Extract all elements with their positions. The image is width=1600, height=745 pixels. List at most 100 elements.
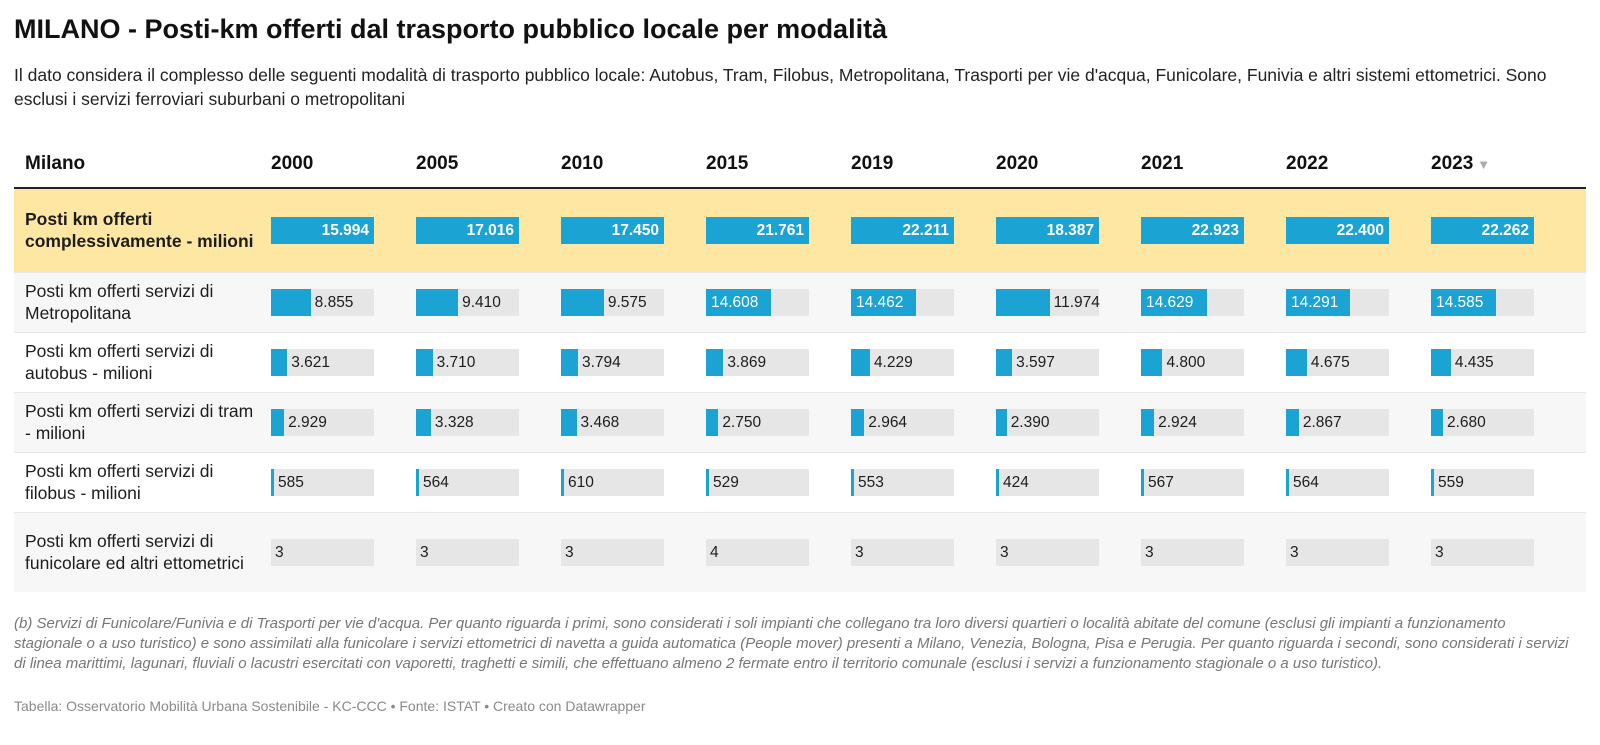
table-cell: 14.608 [706,271,851,332]
table-cell: 3.710 [416,331,561,392]
bar-value-label: 9.410 [462,293,501,311]
bar-track: 17.450 [561,216,664,244]
bar-fill [561,348,578,376]
bar-value-label: 14.585 [1436,293,1484,311]
row-label: Posti km offerti servizi di filobus - mi… [14,451,271,512]
bar-track: 11.974 [996,288,1100,316]
table-cell: 3 [996,511,1141,592]
bar-value-label: 529 [713,473,739,491]
table-cell: 3.468 [561,391,706,452]
table-cell: 2.680 [1431,391,1586,452]
bar-fill [561,408,577,436]
column-header-milano[interactable]: Milano [14,140,271,189]
table-cell: 22.923 [1141,188,1286,272]
table-cell: 4.675 [1286,331,1431,392]
column-header-year[interactable]: 2020 [996,140,1141,189]
table-row: Posti km offerti servizi di tram - milio… [14,391,1586,452]
table-cell: 3.621 [271,331,416,392]
bar-value-label: 11.974 [1053,293,1100,311]
bar-value-label: 424 [1003,473,1029,491]
column-header-year[interactable]: 2021 [1141,140,1286,189]
bar-fill [851,216,954,244]
bar-fill [1286,408,1299,436]
bar-track: 529 [706,468,809,496]
bar-track: 3.621 [271,348,374,376]
table-row: Posti km offerti servizi di filobus - mi… [14,451,1586,512]
bar-track: 3.710 [416,348,519,376]
bar-track: 21.761 [706,216,809,244]
bar-fill [1431,468,1434,496]
row-label: Posti km offerti servizi di funicolare e… [14,511,271,592]
bar-fill [271,348,288,376]
bar-track: 18.387 [996,216,1099,244]
bar-track: 22.923 [1141,216,1244,244]
table-cell: 9.410 [416,271,561,332]
byline: Tabella: Osservatorio Mobilità Urbana So… [14,698,646,714]
bar-value-label: 2.390 [1010,413,1050,431]
bar-track: 2.929 [271,408,374,436]
bar-track: 17.016 [416,216,519,244]
table-cell: 17.016 [416,188,561,272]
table-cell: 567 [1141,451,1286,512]
bar-fill [561,468,564,496]
bar-value-label: 8.855 [314,293,354,311]
table-row-total: Posti km offerti complessivamente - mili… [14,188,1586,272]
bar-fill [1141,288,1207,316]
table-cell: 3 [1141,511,1286,592]
column-header-year[interactable]: 2022 [1286,140,1431,189]
row-label: Posti km offerti complessivamente - mili… [14,188,271,272]
bar-track: 14.585 [1431,288,1534,316]
bar-fill [1286,288,1350,316]
sort-descending-icon[interactable]: ▼ [1477,156,1491,172]
bar-value-label: 21.761 [756,221,804,239]
bar-value-label: 564 [423,473,449,491]
column-header-year-sorted[interactable]: 2023 ▼ [1431,140,1586,189]
bar-track: 22.400 [1286,216,1389,244]
bar-value-label: 3.869 [727,353,767,371]
bar-value-label: 3 [275,543,284,561]
table-cell: 9.575 [561,271,706,332]
table-cell: 585 [271,451,416,512]
column-header-year[interactable]: 2000 [271,140,416,189]
bar-value-label: 4.435 [1454,353,1494,371]
column-header-year[interactable]: 2010 [561,140,706,189]
bar-value-label: 4.229 [873,353,913,371]
column-header-year[interactable]: 2015 [706,140,851,189]
row-label: Posti km offerti servizi di tram - milio… [14,391,271,452]
bar-value-label: 3 [1290,543,1299,561]
bar-fill [416,408,431,436]
bar-value-label: 14.462 [856,293,904,311]
bar-value-label: 2.680 [1447,413,1486,431]
table-cell: 8.855 [271,271,416,332]
bar-value-label: 14.291 [1291,293,1339,311]
bar-value-label: 17.016 [466,221,514,239]
bar-fill [561,288,604,316]
table-cell: 3 [851,511,996,592]
data-table: Milano 2000 2005 2010 2015 2019 2020 202… [14,140,1586,592]
table-row: Posti km offerti servizi di autobus - mi… [14,331,1586,392]
bar-track: 4.675 [1286,348,1389,376]
bar-value-label: 2.867 [1302,413,1342,431]
column-header-year[interactable]: 2019 [851,140,996,189]
bar-track: 2.867 [1286,408,1389,436]
bar-value-label: 3.597 [1016,353,1055,371]
chart-title: MILANO - Posti-km offerti dal trasporto … [14,14,888,44]
bar-fill [561,216,664,244]
bar-fill [271,288,311,316]
bar-track: 2.924 [1141,408,1244,436]
bar-fill [1286,468,1289,496]
bar-track: 22.211 [851,216,954,244]
bar-value-label: 22.400 [1336,221,1384,239]
bar-track: 424 [996,468,1099,496]
bar-track: 585 [271,468,374,496]
bar-fill [1141,348,1163,376]
footnote: (b) Servizi di Funicolare/Funivia e di T… [14,615,1569,672]
bar-fill [996,348,1013,376]
bar-track: 15.994 [271,216,374,244]
table-cell: 529 [706,451,851,512]
bar-value-label: 567 [1148,473,1174,491]
bar-track: 8.855 [271,288,374,316]
column-header-year[interactable]: 2005 [416,140,561,189]
bar-value-label: 4.800 [1166,353,1206,371]
bar-track: 3 [851,538,954,566]
